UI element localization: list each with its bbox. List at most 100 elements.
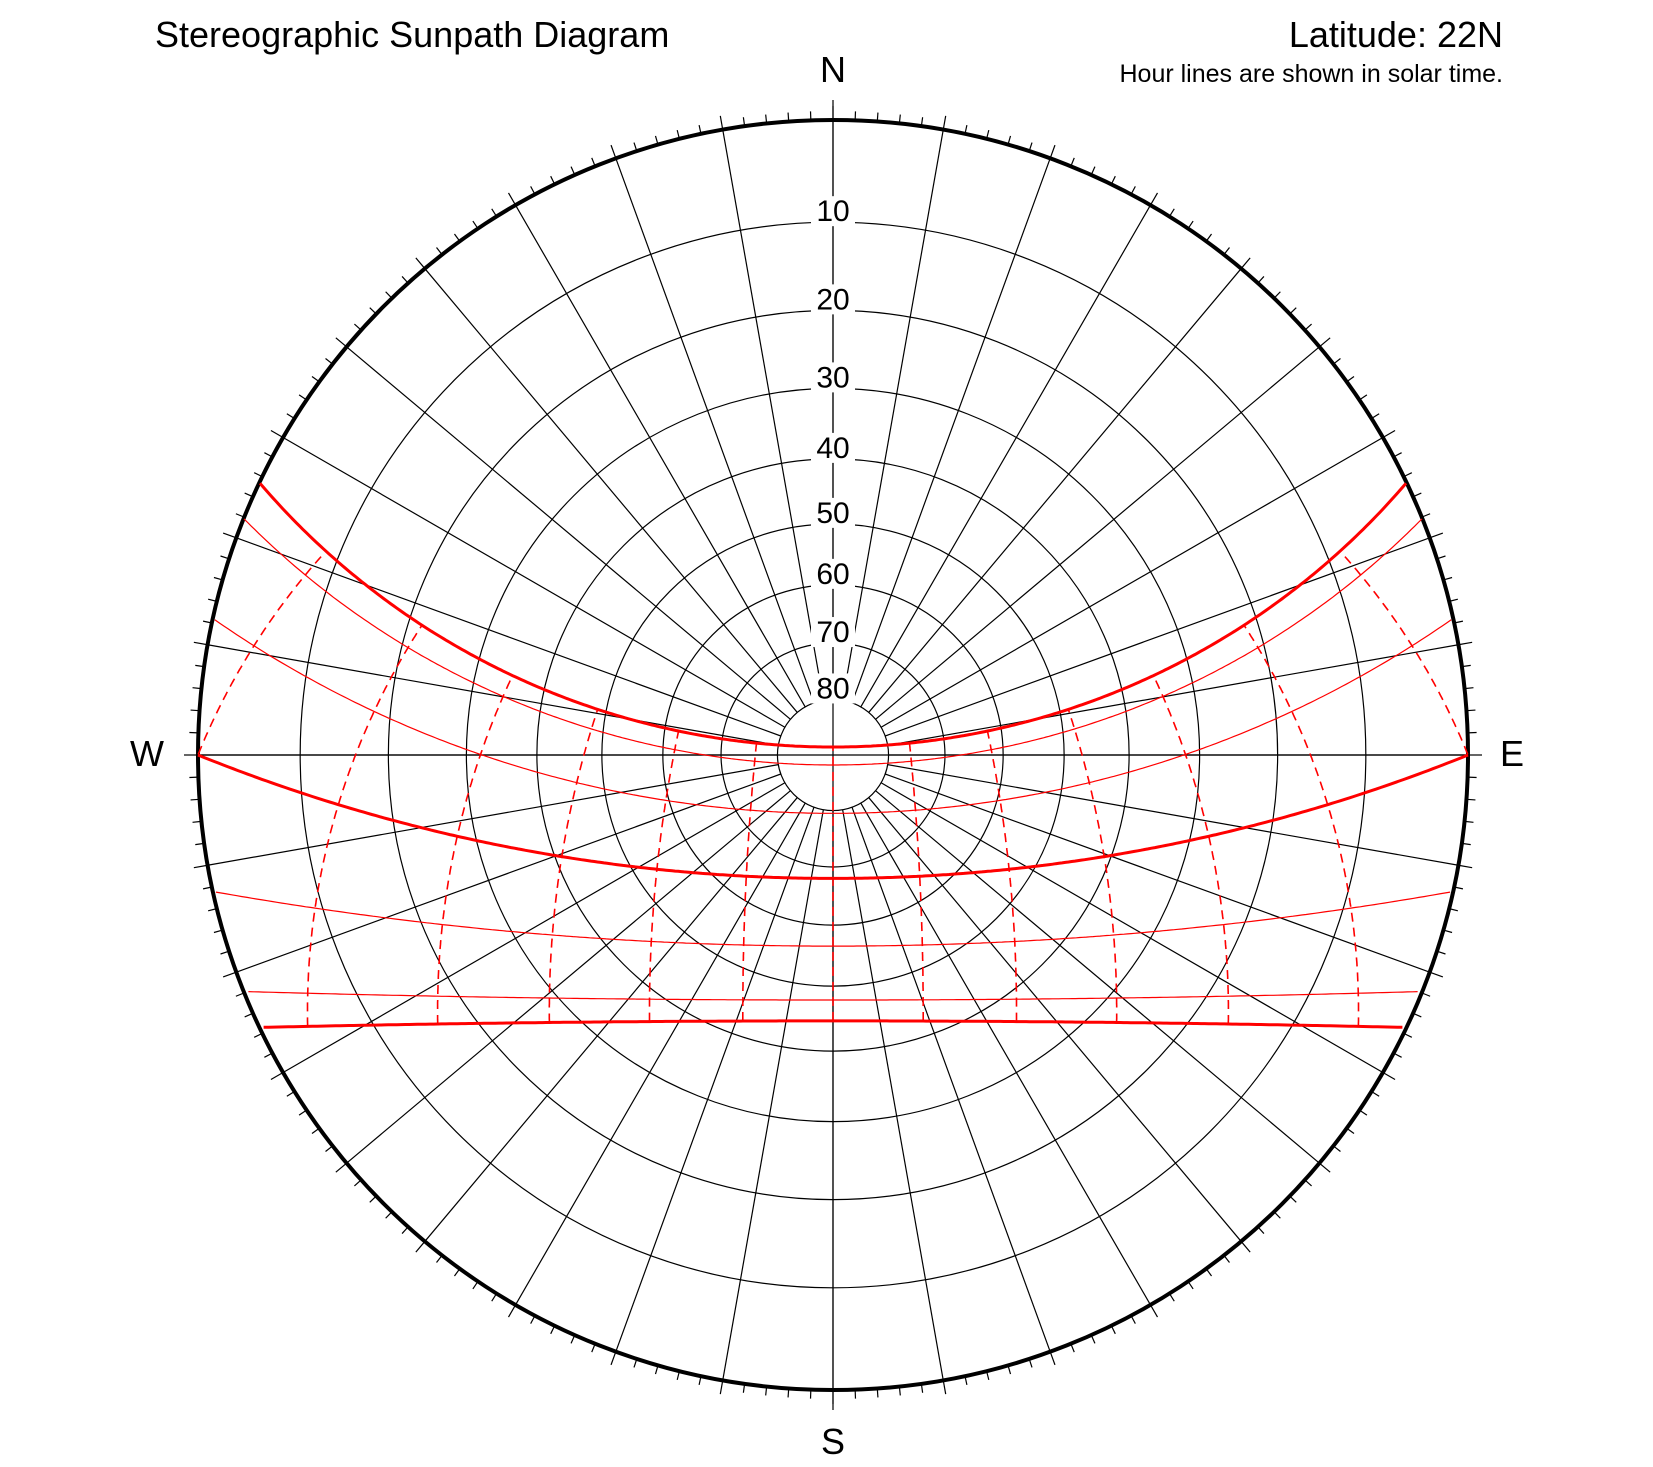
azimuth-tick xyxy=(1149,1304,1159,1318)
azimuth-line xyxy=(282,436,786,728)
azimuth-line xyxy=(851,806,1051,1352)
hour-line xyxy=(1153,676,1230,1024)
azimuth-tick xyxy=(401,276,409,284)
azimuth-tick xyxy=(570,166,576,176)
azimuth-tick xyxy=(1429,532,1444,539)
azimuth-tick xyxy=(1205,1268,1213,1277)
north-label: N xyxy=(820,49,846,90)
azimuth-tick xyxy=(1346,1127,1355,1135)
azimuth-tick xyxy=(507,192,517,206)
azimuth-tick xyxy=(213,929,223,934)
azimuth-tick xyxy=(1168,1293,1175,1302)
hour-line xyxy=(742,743,758,1022)
azimuth-tick xyxy=(787,1388,790,1398)
azimuth-tick xyxy=(1223,247,1230,255)
azimuth-tick xyxy=(1421,513,1431,518)
azimuth-tick xyxy=(964,124,968,135)
azimuth-tick xyxy=(335,337,347,348)
azimuth-tick xyxy=(1130,186,1136,195)
azimuth-tick xyxy=(222,971,237,978)
azimuth-tick xyxy=(195,664,205,668)
azimuth-tick xyxy=(235,513,245,518)
azimuth-tick xyxy=(193,864,208,869)
azimuth-tick xyxy=(1257,276,1265,284)
azimuth-tick xyxy=(193,641,208,646)
azimuth-line xyxy=(884,537,1430,737)
azimuth-line xyxy=(722,809,824,1381)
hour-line xyxy=(1067,709,1118,1023)
azimuth-tick xyxy=(1319,337,1331,348)
azimuth-tick xyxy=(633,1358,638,1368)
azimuth-tick xyxy=(1090,166,1096,176)
altitude-label-50: 50 xyxy=(816,497,849,530)
azimuth-tick xyxy=(253,1032,263,1038)
azimuth-tick xyxy=(235,992,245,997)
azimuth-line xyxy=(868,268,1242,713)
azimuth-tick xyxy=(942,1380,947,1395)
azimuth-tick xyxy=(369,307,377,315)
azimuth-line xyxy=(884,773,1430,973)
azimuth-tick xyxy=(415,1241,426,1253)
date-line xyxy=(214,619,1452,814)
azimuth-line xyxy=(860,204,1152,708)
azimuth-line xyxy=(207,644,779,746)
azimuth-tick xyxy=(942,115,947,130)
azimuth-tick xyxy=(270,429,284,439)
south-label: S xyxy=(821,1421,845,1462)
azimuth-tick xyxy=(335,1162,347,1173)
azimuth-tick xyxy=(1443,576,1453,581)
azimuth-line xyxy=(875,346,1320,720)
azimuth-tick xyxy=(491,208,498,217)
azimuth-tick xyxy=(1436,950,1446,955)
azimuth-tick xyxy=(765,1386,768,1396)
azimuth-tick xyxy=(719,115,724,130)
azimuth-tick xyxy=(1028,1358,1033,1368)
azimuth-tick xyxy=(676,129,680,140)
azimuth-tick xyxy=(1458,864,1473,869)
azimuth-line xyxy=(236,537,782,737)
hour-line xyxy=(436,676,513,1024)
azimuth-tick xyxy=(264,452,273,458)
azimuth-tick xyxy=(401,1226,409,1234)
azimuth-line xyxy=(424,797,798,1242)
azimuth-tick xyxy=(311,375,320,383)
azimuth-tick xyxy=(1273,291,1281,299)
azimuth-tick xyxy=(898,1386,901,1396)
altitude-label-60: 60 xyxy=(816,558,849,591)
altitude-label-bg xyxy=(811,284,855,315)
azimuth-tick xyxy=(1466,798,1476,801)
azimuth-tick xyxy=(1090,1334,1096,1344)
azimuth-tick xyxy=(1049,1351,1056,1366)
date-line xyxy=(258,482,1408,749)
azimuth-tick xyxy=(298,394,307,401)
azimuth-line xyxy=(424,268,798,713)
azimuth-tick xyxy=(765,114,768,124)
azimuth-tick xyxy=(742,117,746,127)
azimuth-tick xyxy=(298,1109,307,1116)
azimuth-tick xyxy=(190,709,200,712)
azimuth-tick xyxy=(1240,257,1251,269)
hour-line xyxy=(197,551,326,755)
hour-line xyxy=(986,731,1018,1022)
azimuth-tick xyxy=(253,472,263,478)
azimuth-tick xyxy=(1110,1325,1116,1335)
azimuth-tick xyxy=(1187,1281,1194,1290)
azimuth-tick xyxy=(1110,175,1116,185)
azimuth-tick xyxy=(1130,1315,1136,1324)
azimuth-tick xyxy=(207,598,218,602)
azimuth-tick xyxy=(1393,452,1402,458)
tick-layer xyxy=(184,106,1482,1404)
azimuth-tick xyxy=(213,576,223,581)
azimuth-tick xyxy=(311,1127,320,1135)
azimuth-line xyxy=(346,346,791,720)
azimuth-tick xyxy=(986,1370,990,1381)
azimuth-line xyxy=(875,790,1320,1164)
azimuth-tick xyxy=(190,798,200,801)
altitude-label-bg xyxy=(811,196,855,227)
azimuth-tick xyxy=(1333,1145,1341,1152)
azimuth-tick xyxy=(1168,208,1175,217)
azimuth-tick xyxy=(530,1315,536,1324)
azimuth-tick xyxy=(1028,142,1033,152)
azimuth-tick xyxy=(742,1383,746,1393)
azimuth-tick xyxy=(591,157,596,167)
